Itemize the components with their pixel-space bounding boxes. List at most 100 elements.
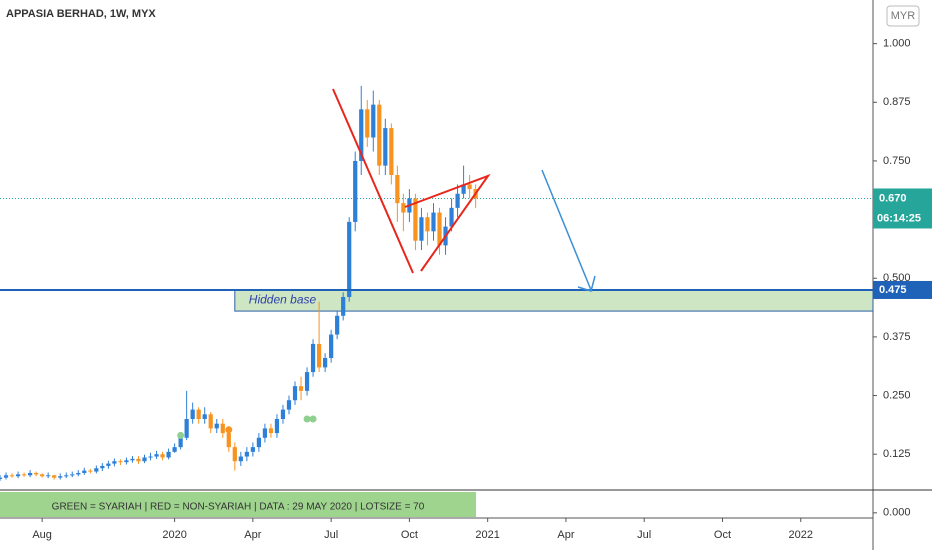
candle-body	[64, 475, 69, 477]
candle-body	[286, 400, 292, 410]
candle-body	[3, 475, 9, 478]
candle-body	[82, 470, 87, 473]
candle-body	[88, 470, 93, 472]
candle-body	[310, 343, 316, 373]
candle-body	[383, 128, 388, 166]
candle-body	[190, 409, 195, 419]
candle-body	[52, 475, 57, 478]
candle-body	[329, 334, 334, 359]
candle-body	[136, 458, 141, 462]
candle-body	[40, 474, 45, 477]
candle-body	[395, 175, 400, 204]
candle-body	[112, 461, 117, 464]
wedge-line	[332, 88, 414, 274]
candle-body	[27, 472, 33, 476]
candle-body	[184, 418, 189, 438]
candle-body	[353, 160, 358, 222]
candle-body	[166, 451, 171, 458]
zone-label: Hidden base	[249, 293, 317, 307]
candle-body	[226, 433, 231, 448]
candle-body	[34, 472, 39, 475]
candle-body	[214, 423, 219, 429]
zone	[234, 289, 874, 312]
candle-body	[76, 472, 81, 475]
candle-body	[437, 212, 442, 246]
candle-body	[21, 474, 27, 476]
candle-body	[341, 297, 346, 316]
candle-body	[377, 104, 382, 166]
candle-body	[58, 476, 63, 478]
candle-body	[268, 428, 274, 434]
candle-body	[389, 128, 394, 176]
candle-body	[347, 221, 352, 298]
candle-body	[461, 184, 466, 194]
candle-body	[100, 465, 105, 469]
candle-body	[256, 437, 261, 448]
candle-body	[359, 109, 364, 161]
candle-body	[178, 437, 183, 448]
y-tick-label: 0.750	[883, 155, 911, 167]
candle-body	[401, 203, 406, 213]
banner-text: GREEN = SYARIAH | RED = NON-SYARIAH | DA…	[52, 502, 425, 513]
candle-body	[202, 414, 207, 419]
y-tick-label: 0.250	[883, 389, 911, 401]
x-tick-label: Apr	[557, 529, 574, 541]
candle-body	[94, 468, 99, 472]
last-price-label: 0.670	[879, 192, 907, 204]
currency: MYR	[891, 10, 916, 22]
x-tick-label: Oct	[714, 529, 731, 541]
candle-body	[118, 461, 123, 463]
candle-body	[425, 217, 430, 232]
candle-body	[232, 447, 237, 462]
x-tick-label: Apr	[244, 529, 261, 541]
candle-body	[274, 418, 280, 434]
candle-body	[130, 458, 135, 461]
candle-body	[0, 477, 3, 480]
y-tick-label: 0.375	[883, 331, 911, 343]
plot: 0.0000.1250.2500.3750.5000.6250.7500.875…	[0, 38, 911, 541]
candle-body	[365, 109, 370, 138]
chart-title: APPASIA BERHAD, 1W, MYX	[6, 8, 156, 20]
candle-body	[431, 212, 436, 232]
x-tick-label: Aug	[32, 529, 52, 541]
candle-body	[172, 447, 177, 452]
x-tick-label: 2020	[162, 529, 186, 541]
candle-body	[449, 207, 454, 227]
candle-body	[250, 447, 255, 452]
candle-body	[9, 475, 15, 477]
marker	[303, 415, 311, 423]
marker	[309, 415, 317, 423]
banner-bg	[0, 492, 476, 517]
candle-body	[371, 104, 376, 138]
x-tick-label: Jul	[324, 529, 338, 541]
candle-body	[15, 474, 21, 477]
candle-body	[280, 409, 286, 419]
candle-body	[304, 372, 310, 391]
x-tick-label: 2021	[475, 529, 499, 541]
arrow-head	[577, 275, 596, 292]
candle-body	[220, 423, 225, 434]
candle-body	[292, 386, 298, 401]
candle-body	[148, 456, 153, 458]
candle-body	[106, 463, 111, 466]
y-tick-label: 0.875	[883, 96, 911, 108]
candle-body	[335, 315, 340, 335]
candle-body	[316, 343, 322, 368]
countdown: 06:14:25	[877, 212, 921, 224]
candle-body	[196, 409, 201, 419]
last-price-label-bg	[873, 188, 932, 229]
x-tick-label: 2022	[789, 529, 813, 541]
y-tick-label: 1.000	[883, 38, 911, 50]
marker	[177, 431, 185, 439]
candle-body	[455, 193, 460, 208]
candle-body	[142, 457, 147, 462]
candle-body	[467, 184, 472, 190]
y-tick-label: 0.000	[883, 507, 911, 519]
x-tick-label: Oct	[401, 529, 418, 541]
wedge-line	[404, 173, 491, 272]
candle-body	[46, 475, 51, 477]
candle-body	[262, 428, 268, 438]
currency-box[interactable]	[886, 5, 920, 27]
candle-body	[154, 454, 159, 457]
